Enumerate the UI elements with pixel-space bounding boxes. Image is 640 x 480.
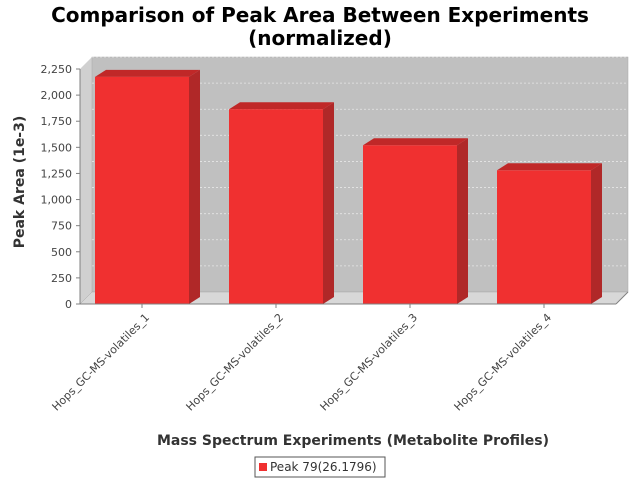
- y-tick-label: 1,750: [41, 115, 73, 128]
- y-tick-label: 500: [51, 246, 72, 259]
- x-tick-label: Hops_GC-MS-volatiles_4: [452, 311, 555, 414]
- bar: [497, 163, 602, 304]
- chart-title: Comparison of Peak Area Between Experime…: [51, 3, 589, 50]
- chart-title-line: Comparison of Peak Area Between Experime…: [51, 3, 589, 27]
- x-tick-label: Hops_GC-MS-volatiles_2: [184, 311, 287, 414]
- bar-side: [591, 163, 602, 304]
- bar-side: [457, 138, 468, 304]
- y-tick-label: 1,000: [41, 194, 73, 207]
- chart-title-line: (normalized): [248, 26, 392, 50]
- bar-top: [363, 138, 468, 146]
- bar-front: [229, 109, 323, 304]
- y-tick-label: 2,250: [41, 63, 73, 76]
- bar-side: [323, 102, 334, 304]
- legend-box: [254, 456, 386, 478]
- bar-top: [229, 102, 334, 110]
- x-axis-depth-line: [615, 291, 629, 305]
- y-tick-label: 750: [51, 220, 72, 233]
- x-tick-label: Hops_GC-MS-volatiles_3: [318, 311, 421, 414]
- bar-top: [95, 69, 200, 77]
- bar-front: [95, 76, 189, 304]
- bar: [363, 138, 468, 304]
- bar-top: [497, 163, 602, 171]
- y-axis-label: Peak Area (1e-3): [12, 116, 28, 249]
- y-axis: 0 250 500 750 1,000 1,250 1,500 1,750 2,000 2,250: [41, 63, 81, 311]
- y-tick-label: 250: [51, 272, 72, 285]
- bars: [95, 69, 602, 304]
- x-axis: Hops_GC-MS-volatiles_1 Hops_GC-MS-volatil…: [50, 291, 629, 414]
- x-tick-label: Hops_GC-MS-volatiles_1: [50, 311, 153, 414]
- y-tick-label: 2,000: [41, 89, 73, 102]
- bar-front: [497, 170, 591, 304]
- x-axis-label: Mass Spectrum Experiments (Metabolite Pr…: [157, 433, 549, 449]
- y-tick-label: 0: [65, 298, 72, 311]
- legend-entry: Peak 79(26.1796): [270, 460, 377, 474]
- y-tick-label: 1,500: [41, 141, 73, 154]
- y-tick-label: 1,250: [41, 167, 73, 180]
- bar-side: [189, 69, 200, 304]
- bar: [229, 102, 334, 304]
- bar-front: [363, 145, 457, 304]
- legend-swatch: [259, 463, 267, 471]
- plot-left-wall: [80, 57, 92, 304]
- bar: [95, 69, 200, 304]
- legend: Peak 79(26.1796): [254, 456, 386, 478]
